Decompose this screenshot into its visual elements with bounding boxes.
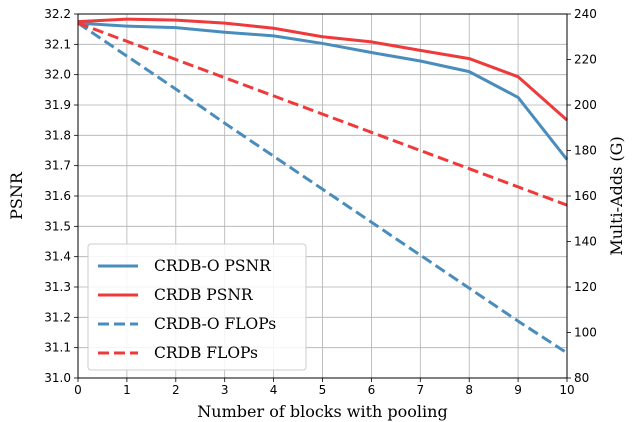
- legend-label: CRDB PSNR: [154, 286, 254, 304]
- x-tick-label: 5: [319, 383, 327, 397]
- x-tick-label: 9: [514, 383, 522, 397]
- x-tick-label: 8: [465, 383, 473, 397]
- legend-label: CRDB-O FLOPs: [154, 315, 276, 333]
- x-tick-label: 0: [74, 383, 82, 397]
- x-tick-label: 7: [416, 383, 424, 397]
- y-left-tick-label: 31.8: [44, 128, 71, 142]
- y-left-tick-label: 32.2: [44, 7, 71, 21]
- y-right-tick-label: 180: [574, 144, 597, 158]
- y-left-tick-label: 31.3: [44, 280, 71, 294]
- y-left-tick-label: 31.4: [44, 250, 71, 264]
- y-right-tick-label: 240: [574, 7, 597, 21]
- y-left-tick-label: 31.6: [44, 189, 71, 203]
- y-left-tick-label: 31.0: [44, 371, 71, 385]
- y-left-tick-label: 31.1: [44, 341, 71, 355]
- series-line-crdb-o-psnr: [77, 21, 569, 161]
- y-left-tick-label: 31.7: [44, 159, 71, 173]
- y-right-tick-label: 80: [574, 371, 589, 385]
- legend-label: CRDB FLOPs: [154, 344, 258, 362]
- y-axis-label-left: PSNR: [7, 171, 26, 220]
- x-tick-label: 4: [270, 383, 278, 397]
- y-right-tick-label: 220: [574, 53, 597, 67]
- series-lines: [77, 17, 569, 355]
- y-axis-label-right: Multi-Adds (G): [607, 136, 626, 255]
- legend-box: [87, 243, 307, 371]
- x-tick-label: 6: [368, 383, 376, 397]
- x-axis-label: Number of blocks with pooling: [197, 402, 447, 421]
- tick-marks: 0 1 2 3 4 5 6 7 8 9 10 31.0 31.1 31.2 31.3 31.4 31.5 31.6…: [44, 7, 597, 397]
- y-right-tick-label: 100: [574, 326, 597, 340]
- series-line-crdb-flops: [77, 21, 568, 207]
- x-tick-label: 10: [559, 383, 574, 397]
- y-right-tick-label: 120: [574, 280, 597, 294]
- y-left-tick-label: 31.5: [44, 219, 71, 233]
- x-tick-label: 3: [221, 383, 229, 397]
- x-tick-label: 2: [172, 383, 180, 397]
- y-right-tick-label: 140: [574, 235, 597, 249]
- y-left-tick-label: 31.9: [44, 98, 71, 112]
- y-right-tick-label: 200: [574, 98, 597, 112]
- y-left-tick-label: 31.2: [44, 310, 71, 324]
- y-right-tick-label: 160: [574, 189, 597, 203]
- legend-label: CRDB-O PSNR: [154, 257, 272, 275]
- y-left-tick-label: 32.1: [44, 37, 71, 51]
- y-left-tick-label: 32.0: [44, 68, 71, 82]
- legend: CRDB-O PSNR CRDB PSNR CRDB-O FLOPs CRDB FLO…: [87, 243, 307, 371]
- x-tick-label: 1: [123, 383, 131, 397]
- series-line-crdb-psnr: [77, 17, 568, 122]
- series-line-crdb-o-flops: [77, 21, 568, 355]
